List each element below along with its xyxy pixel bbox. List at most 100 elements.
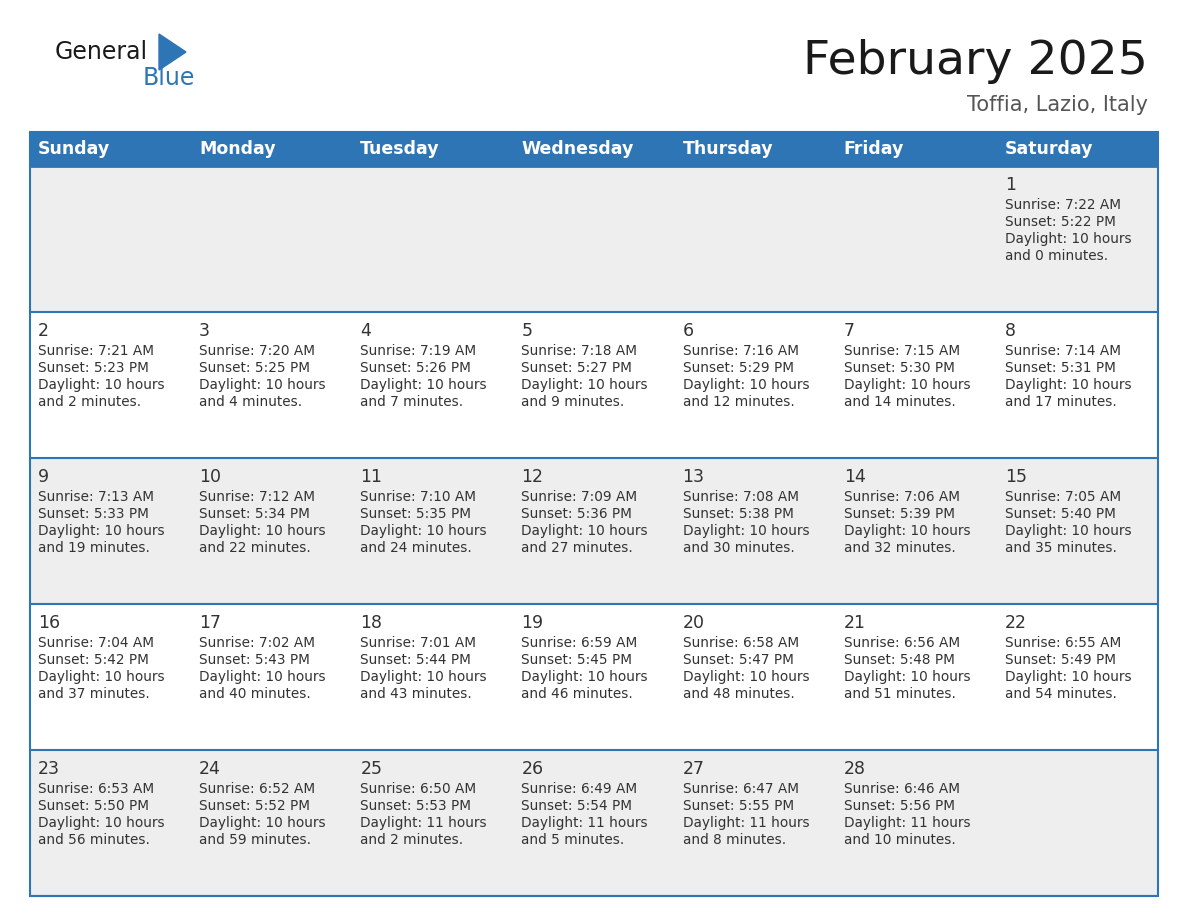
Text: 21: 21 — [843, 614, 866, 632]
Text: Daylight: 11 hours: Daylight: 11 hours — [683, 816, 809, 830]
Text: Sunset: 5:50 PM: Sunset: 5:50 PM — [38, 799, 148, 813]
Text: Sunrise: 7:02 AM: Sunrise: 7:02 AM — [200, 636, 315, 650]
Text: Daylight: 10 hours: Daylight: 10 hours — [522, 670, 647, 684]
Text: Sunset: 5:56 PM: Sunset: 5:56 PM — [843, 799, 955, 813]
Text: and 48 minutes.: and 48 minutes. — [683, 687, 795, 701]
Text: Sunset: 5:36 PM: Sunset: 5:36 PM — [522, 507, 632, 521]
Text: Sunset: 5:25 PM: Sunset: 5:25 PM — [200, 361, 310, 375]
Bar — [30, 166, 1158, 312]
Text: Sunrise: 7:20 AM: Sunrise: 7:20 AM — [200, 344, 315, 358]
Text: 11: 11 — [360, 468, 383, 486]
Text: Sunset: 5:42 PM: Sunset: 5:42 PM — [38, 653, 148, 667]
Text: and 8 minutes.: and 8 minutes. — [683, 833, 785, 847]
Bar — [30, 312, 1158, 458]
Text: 28: 28 — [843, 760, 866, 778]
Text: and 4 minutes.: and 4 minutes. — [200, 395, 302, 409]
Text: Sunrise: 7:16 AM: Sunrise: 7:16 AM — [683, 344, 798, 358]
Text: Daylight: 10 hours: Daylight: 10 hours — [843, 524, 971, 538]
Text: Daylight: 10 hours: Daylight: 10 hours — [1005, 670, 1131, 684]
Text: 20: 20 — [683, 614, 704, 632]
Text: Sunset: 5:49 PM: Sunset: 5:49 PM — [1005, 653, 1116, 667]
Text: Sunrise: 7:22 AM: Sunrise: 7:22 AM — [1005, 198, 1120, 212]
Text: Sunrise: 7:08 AM: Sunrise: 7:08 AM — [683, 490, 798, 504]
Text: 13: 13 — [683, 468, 704, 486]
Text: 24: 24 — [200, 760, 221, 778]
Text: Daylight: 10 hours: Daylight: 10 hours — [38, 670, 165, 684]
Text: Sunrise: 7:21 AM: Sunrise: 7:21 AM — [38, 344, 154, 358]
Text: Saturday: Saturday — [1005, 140, 1093, 158]
Text: 3: 3 — [200, 322, 210, 340]
Text: 25: 25 — [360, 760, 383, 778]
Text: Sunrise: 7:05 AM: Sunrise: 7:05 AM — [1005, 490, 1121, 504]
Text: Sunrise: 7:18 AM: Sunrise: 7:18 AM — [522, 344, 638, 358]
Text: Sunset: 5:33 PM: Sunset: 5:33 PM — [38, 507, 148, 521]
Text: Daylight: 10 hours: Daylight: 10 hours — [200, 524, 326, 538]
Text: and 43 minutes.: and 43 minutes. — [360, 687, 472, 701]
Text: and 10 minutes.: and 10 minutes. — [843, 833, 955, 847]
Text: and 2 minutes.: and 2 minutes. — [38, 395, 141, 409]
Text: Sunset: 5:55 PM: Sunset: 5:55 PM — [683, 799, 794, 813]
Text: 6: 6 — [683, 322, 694, 340]
Text: Daylight: 10 hours: Daylight: 10 hours — [1005, 378, 1131, 392]
Text: Sunrise: 7:13 AM: Sunrise: 7:13 AM — [38, 490, 154, 504]
Text: Sunrise: 6:46 AM: Sunrise: 6:46 AM — [843, 782, 960, 796]
Text: and 24 minutes.: and 24 minutes. — [360, 541, 472, 555]
Text: 8: 8 — [1005, 322, 1016, 340]
Text: Monday: Monday — [200, 140, 276, 158]
Text: Daylight: 10 hours: Daylight: 10 hours — [360, 524, 487, 538]
Text: Sunrise: 7:12 AM: Sunrise: 7:12 AM — [200, 490, 315, 504]
Text: Sunset: 5:45 PM: Sunset: 5:45 PM — [522, 653, 632, 667]
Text: and 30 minutes.: and 30 minutes. — [683, 541, 795, 555]
Text: and 54 minutes.: and 54 minutes. — [1005, 687, 1117, 701]
Text: Daylight: 10 hours: Daylight: 10 hours — [683, 670, 809, 684]
Text: 5: 5 — [522, 322, 532, 340]
Text: and 40 minutes.: and 40 minutes. — [200, 687, 311, 701]
Text: Daylight: 11 hours: Daylight: 11 hours — [522, 816, 647, 830]
Text: Daylight: 10 hours: Daylight: 10 hours — [1005, 524, 1131, 538]
Text: 12: 12 — [522, 468, 543, 486]
Text: Daylight: 11 hours: Daylight: 11 hours — [360, 816, 487, 830]
Text: Sunrise: 6:56 AM: Sunrise: 6:56 AM — [843, 636, 960, 650]
Text: Daylight: 10 hours: Daylight: 10 hours — [683, 378, 809, 392]
Text: Daylight: 10 hours: Daylight: 10 hours — [200, 378, 326, 392]
Text: Daylight: 10 hours: Daylight: 10 hours — [360, 378, 487, 392]
Text: 9: 9 — [38, 468, 49, 486]
Text: Thursday: Thursday — [683, 140, 773, 158]
Text: February 2025: February 2025 — [803, 39, 1148, 84]
Text: and 12 minutes.: and 12 minutes. — [683, 395, 795, 409]
Text: Sunset: 5:31 PM: Sunset: 5:31 PM — [1005, 361, 1116, 375]
Text: 27: 27 — [683, 760, 704, 778]
Text: and 5 minutes.: and 5 minutes. — [522, 833, 625, 847]
Text: Sunset: 5:29 PM: Sunset: 5:29 PM — [683, 361, 794, 375]
Text: and 27 minutes.: and 27 minutes. — [522, 541, 633, 555]
Text: and 7 minutes.: and 7 minutes. — [360, 395, 463, 409]
Text: Sunset: 5:40 PM: Sunset: 5:40 PM — [1005, 507, 1116, 521]
Text: Daylight: 10 hours: Daylight: 10 hours — [38, 816, 165, 830]
Text: and 51 minutes.: and 51 minutes. — [843, 687, 955, 701]
Text: and 59 minutes.: and 59 minutes. — [200, 833, 311, 847]
Bar — [30, 132, 1158, 166]
Text: 17: 17 — [200, 614, 221, 632]
Bar — [30, 458, 1158, 604]
Text: Sunrise: 7:04 AM: Sunrise: 7:04 AM — [38, 636, 154, 650]
Text: Sunrise: 6:47 AM: Sunrise: 6:47 AM — [683, 782, 798, 796]
Text: Sunrise: 7:15 AM: Sunrise: 7:15 AM — [843, 344, 960, 358]
Text: Daylight: 10 hours: Daylight: 10 hours — [1005, 232, 1131, 246]
Text: Daylight: 10 hours: Daylight: 10 hours — [843, 378, 971, 392]
Text: and 9 minutes.: and 9 minutes. — [522, 395, 625, 409]
Polygon shape — [159, 34, 187, 70]
Bar — [30, 132, 1158, 896]
Text: Sunset: 5:47 PM: Sunset: 5:47 PM — [683, 653, 794, 667]
Text: Daylight: 10 hours: Daylight: 10 hours — [843, 670, 971, 684]
Text: Sunrise: 6:49 AM: Sunrise: 6:49 AM — [522, 782, 638, 796]
Text: 10: 10 — [200, 468, 221, 486]
Text: Daylight: 10 hours: Daylight: 10 hours — [522, 378, 647, 392]
Text: Daylight: 10 hours: Daylight: 10 hours — [200, 670, 326, 684]
Text: Sunrise: 7:14 AM: Sunrise: 7:14 AM — [1005, 344, 1120, 358]
Text: Sunset: 5:23 PM: Sunset: 5:23 PM — [38, 361, 148, 375]
Text: Sunset: 5:48 PM: Sunset: 5:48 PM — [843, 653, 955, 667]
Text: and 22 minutes.: and 22 minutes. — [200, 541, 311, 555]
Text: Sunrise: 6:53 AM: Sunrise: 6:53 AM — [38, 782, 154, 796]
Text: Blue: Blue — [143, 66, 195, 90]
Text: Sunrise: 7:19 AM: Sunrise: 7:19 AM — [360, 344, 476, 358]
